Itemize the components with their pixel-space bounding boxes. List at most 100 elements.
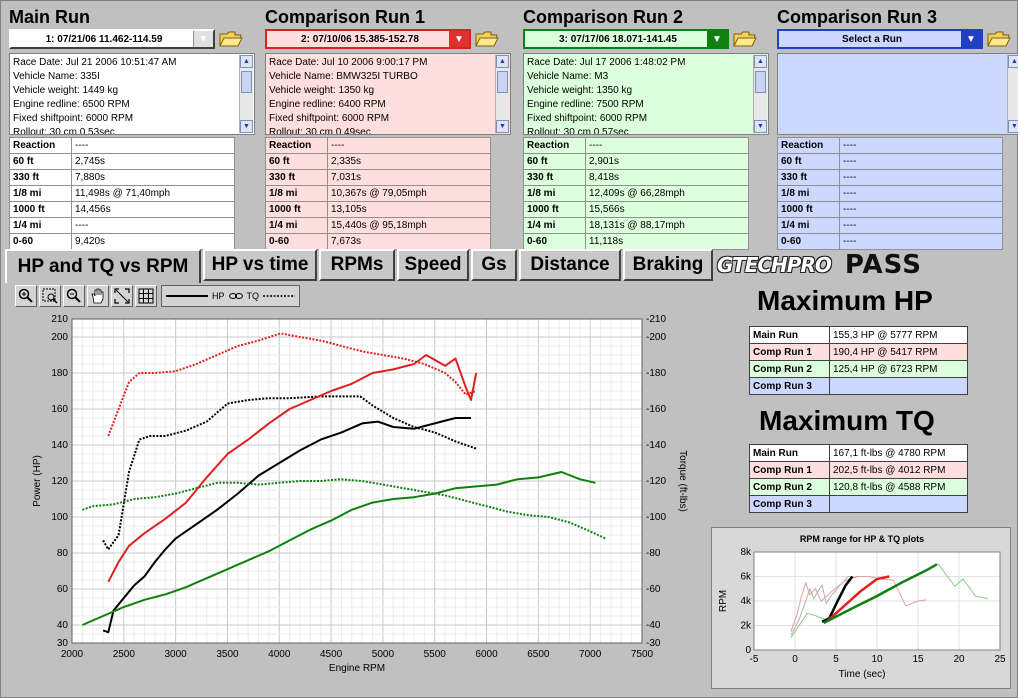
tab-braking[interactable]: Braking bbox=[623, 249, 713, 281]
rpm-range-chart[interactable]: RPM range for HP & TQ plots-5 0 5 10 15 20 250… bbox=[712, 528, 1010, 688]
chevron-down-icon[interactable]: ▼ bbox=[193, 31, 213, 47]
max-tq-table: Main Run 167,1 ft-lbs @ 4780 RPM Comp Run… bbox=[749, 444, 968, 513]
zoom-in-icon[interactable] bbox=[15, 285, 37, 307]
table-row: 0-60 9,420s bbox=[9, 233, 235, 250]
max-hp-table: Main Run 155,3 HP @ 5777 RPM Comp Run 1 19… bbox=[749, 326, 968, 395]
chevron-down-icon[interactable]: ▼ bbox=[449, 31, 469, 47]
x-tick-label: 7000 bbox=[579, 649, 602, 660]
y-tick-label: 180 bbox=[51, 368, 68, 379]
chevron-down-icon[interactable]: ▼ bbox=[707, 31, 727, 47]
table-row: 1/8 mi ---- bbox=[777, 185, 1003, 202]
open-folder-icon[interactable] bbox=[987, 30, 1011, 48]
y2-tick-label: -80 bbox=[646, 548, 661, 559]
main-run-selector[interactable]: 1: 07/21/06 11.462-114.59 ▼ bbox=[9, 29, 215, 49]
open-folder-icon[interactable] bbox=[733, 30, 757, 48]
comp1-range-rpm-line bbox=[826, 575, 890, 622]
split-value: ---- bbox=[585, 137, 749, 154]
split-value: 8,418s bbox=[585, 169, 749, 186]
comparison-run-3-selected-value: Select a Run bbox=[841, 33, 903, 45]
comp1-full-rpm-line bbox=[790, 576, 927, 632]
tab-hp-tq-vs-rpm[interactable]: HP and TQ vs RPM bbox=[5, 249, 201, 283]
scroll-up-icon[interactable]: ▲ bbox=[240, 55, 253, 68]
split-label: 0-60 bbox=[523, 233, 586, 250]
tab-rpms[interactable]: RPMs bbox=[319, 249, 395, 281]
zoom-out-icon[interactable] bbox=[63, 285, 85, 307]
comparison-run-3-title: Comparison Run 3 bbox=[777, 7, 938, 27]
split-label: 1/8 mi bbox=[265, 185, 328, 202]
zoom-box-icon[interactable] bbox=[39, 285, 61, 307]
comparison-run-1-splits-table: Reaction ---- 60 ft 2,335s 330 ft 7,031s 1/… bbox=[265, 137, 491, 250]
split-value: 2,745s bbox=[71, 153, 235, 170]
info-scrollbar[interactable]: ▲ ▼ bbox=[753, 55, 767, 133]
split-value: 12,409s @ 66,28mph bbox=[585, 185, 749, 202]
scroll-down-icon[interactable]: ▼ bbox=[496, 120, 509, 133]
run-label: Comp Run 1 bbox=[749, 343, 830, 361]
max-hp-value: 155,3 HP @ 5777 RPM bbox=[829, 326, 968, 344]
info-line: Vehicle weight: 1449 kg bbox=[13, 85, 119, 96]
y-tick-label: 30 bbox=[57, 638, 69, 649]
split-value: 18,131s @ 88,17mph bbox=[585, 217, 749, 234]
split-label: 1000 ft bbox=[777, 201, 840, 218]
main-run-info[interactable]: Race Date: Jul 21 2006 10:51:47 AM Vehic… bbox=[9, 53, 255, 135]
info-scrollbar[interactable]: ▲ ▼ bbox=[239, 55, 253, 133]
gtech-pro-wordmark: GTECHPRO bbox=[717, 253, 832, 277]
comparison-run-2-info[interactable]: Race Date: Jul 17 2006 1:48:02 PM Vehicl… bbox=[523, 53, 769, 135]
scroll-thumb[interactable] bbox=[497, 71, 508, 93]
x-tick-label: 3000 bbox=[165, 649, 188, 660]
hp-tq-legend[interactable]: HP TQ bbox=[161, 285, 301, 307]
comparison-run-2-selected-value: 3: 07/17/06 18.071-141.45 bbox=[559, 33, 677, 45]
zoom-fit-icon[interactable] bbox=[111, 285, 133, 307]
table-row: Comp Run 3 bbox=[749, 495, 968, 513]
split-label: 1/4 mi bbox=[265, 217, 328, 234]
comparison-run-2-select-row: 3: 07/17/06 18.071-141.45 ▼ bbox=[523, 29, 769, 51]
open-folder-icon[interactable] bbox=[219, 30, 243, 48]
link-icon bbox=[228, 293, 243, 299]
scroll-thumb[interactable] bbox=[755, 71, 766, 93]
comparison-run-1-title: Comparison Run 1 bbox=[265, 7, 426, 27]
pan-hand-icon[interactable] bbox=[87, 285, 109, 307]
max-tq-value: 120,8 ft-lbs @ 4588 RPM bbox=[829, 478, 968, 496]
scroll-thumb[interactable] bbox=[241, 71, 252, 93]
comparison-run-2-selector[interactable]: 3: 07/17/06 18.071-141.45 ▼ bbox=[523, 29, 729, 49]
chevron-down-icon[interactable]: ▼ bbox=[961, 31, 981, 47]
info-scrollbar[interactable]: ▲ ▼ bbox=[495, 55, 509, 133]
comparison-run-1-selector[interactable]: 2: 07/10/06 15.385-152.78 ▼ bbox=[265, 29, 471, 49]
scroll-up-icon[interactable]: ▲ bbox=[496, 55, 509, 68]
table-row: 60 ft 2,901s bbox=[523, 153, 749, 170]
tab-gs[interactable]: Gs bbox=[471, 249, 517, 281]
y-tick-label: 140 bbox=[51, 440, 68, 451]
y2-tick-label: -100 bbox=[646, 512, 666, 523]
comparison-run-2-panel: Comparison Run 2 3: 07/17/06 18.071-141.… bbox=[523, 5, 769, 250]
scroll-down-icon[interactable]: ▼ bbox=[240, 120, 253, 133]
table-row: Reaction ---- bbox=[523, 137, 749, 154]
split-label: Reaction bbox=[265, 137, 328, 154]
table-row: Comp Run 2 120,8 ft-lbs @ 4588 RPM bbox=[749, 478, 968, 496]
y2-tick-label: -60 bbox=[646, 584, 661, 595]
split-value: 15,440s @ 95,18mph bbox=[327, 217, 491, 234]
scroll-down-icon[interactable]: ▼ bbox=[754, 120, 767, 133]
tab-hp-vs-time[interactable]: HP vs time bbox=[203, 249, 317, 281]
comparison-run-3-selector[interactable]: Select a Run ▼ bbox=[777, 29, 983, 49]
tab-distance[interactable]: Distance bbox=[519, 249, 621, 281]
split-value: ---- bbox=[839, 217, 1003, 234]
tab-speed[interactable]: Speed bbox=[397, 249, 469, 281]
scroll-up-icon[interactable]: ▲ bbox=[1008, 55, 1018, 68]
split-label: 60 ft bbox=[9, 153, 72, 170]
y-tick-label: 4k bbox=[740, 596, 752, 607]
y-tick-label: 100 bbox=[51, 512, 68, 523]
run-label: Comp Run 2 bbox=[749, 478, 830, 496]
max-tq-value bbox=[829, 495, 968, 513]
x-tick-label: 2500 bbox=[113, 649, 136, 660]
info-line: Race Date: Jul 10 2006 9:00:17 PM bbox=[269, 57, 428, 68]
split-value: ---- bbox=[839, 153, 1003, 170]
scroll-up-icon[interactable]: ▲ bbox=[754, 55, 767, 68]
table-row: 60 ft 2,745s bbox=[9, 153, 235, 170]
grid-icon[interactable] bbox=[135, 285, 157, 307]
table-row: 1/4 mi ---- bbox=[777, 217, 1003, 234]
comparison-run-1-info[interactable]: Race Date: Jul 10 2006 9:00:17 PM Vehicl… bbox=[265, 53, 511, 135]
open-folder-icon[interactable] bbox=[475, 30, 499, 48]
comparison-run-3-info[interactable]: ▲ ▼ bbox=[777, 53, 1018, 135]
scroll-down-icon[interactable]: ▼ bbox=[1008, 120, 1018, 133]
info-scrollbar[interactable]: ▲ ▼ bbox=[1007, 55, 1018, 133]
hp-tq-vs-rpm-chart[interactable]: 2000 2500 3000 3500 4000 4500 5000 5500 6000 6500… bbox=[9, 309, 705, 691]
